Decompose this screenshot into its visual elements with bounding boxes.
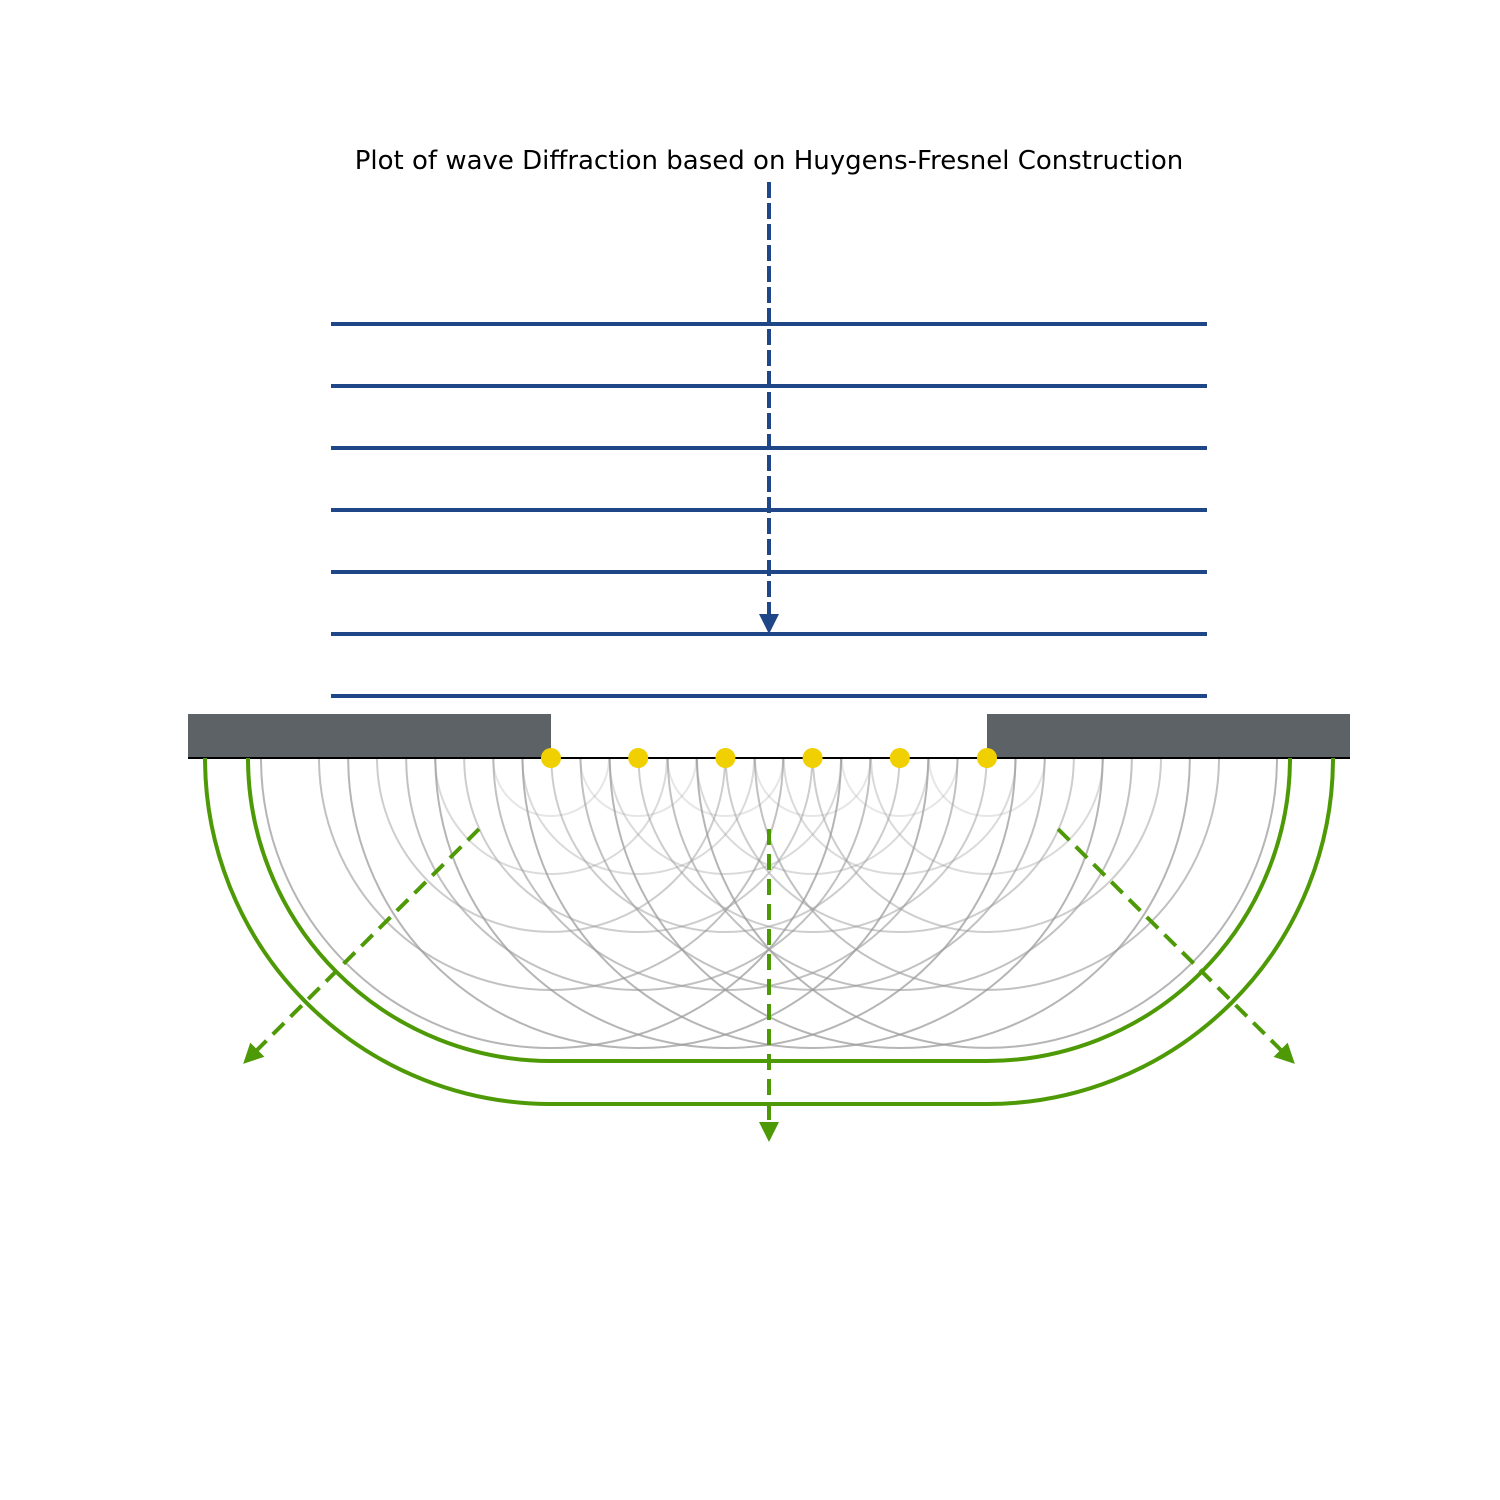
barrier-left [188,714,551,758]
huygens-wavelet [870,757,1104,875]
huygens-wavelet [521,757,1104,1049]
page-title: Plot of wave Diffraction based on Huygen… [354,146,1184,176]
huygens-source-dot [715,748,736,768]
huygens-wavelet [754,757,1220,991]
barriers [188,714,1350,759]
huygens-wavelet [376,757,726,933]
barrier-right [987,714,1350,758]
huygens-wavelet [521,757,756,875]
huygens-wavelet [550,757,901,933]
huygens-sources [541,748,997,768]
diffracted-ray-right-arrow [1056,827,1295,1064]
huygens-source-dot [977,748,997,768]
huygens-source-dot [802,748,823,768]
huygens-wavelet [812,757,1162,933]
huygens-wavelet [840,757,959,817]
huygens-wavelet [666,757,1133,991]
huygens-wavelets [260,757,1278,1049]
huygens-wavelet [666,757,785,817]
huygens-wavelet [724,757,1075,933]
huygens-wavelet [492,757,610,817]
huygens-wavelet [608,757,843,875]
huygens-wavelet [782,757,1017,875]
huygens-wavelet [753,757,872,817]
huygens-wavelet [637,757,988,933]
huygens-source-dot [541,748,561,768]
huygens-wavelet [463,757,814,933]
huygens-source-dot [628,748,649,768]
huygens-wavelet [260,757,842,1049]
huygens-wavelet [434,757,668,875]
huygens-wavelet [434,757,1017,1049]
diffracted-ray-left-arrow [243,827,481,1064]
huygens-source-dot [889,748,910,768]
huygens-wavelet [928,757,1046,817]
huygens-wavelet [608,757,1191,1049]
huygens-wavelet [347,757,930,1049]
huygens-wavelet [696,757,1278,1049]
huygens-wavelet [579,757,698,817]
propagation-rays [243,182,1295,1142]
huygens-wavelet [695,757,930,875]
